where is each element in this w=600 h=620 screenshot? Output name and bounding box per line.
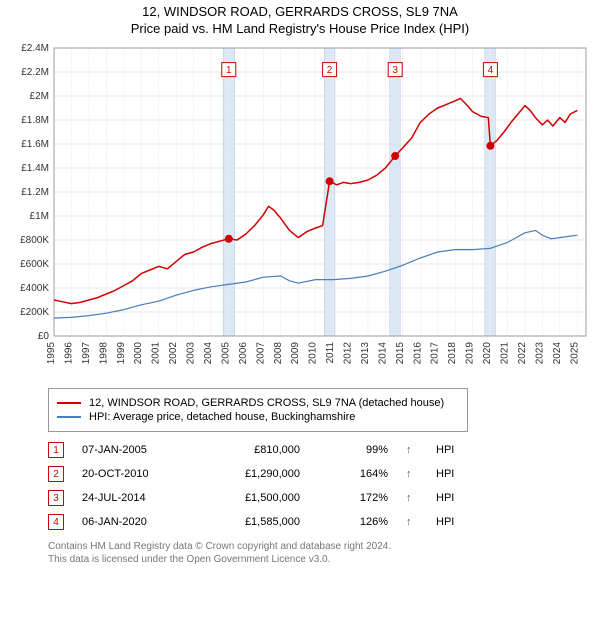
svg-text:2011: 2011 — [325, 342, 336, 364]
svg-text:2022: 2022 — [517, 342, 528, 365]
svg-text:£1.8M: £1.8M — [21, 115, 49, 126]
svg-text:£1.4M: £1.4M — [21, 163, 49, 174]
sale-hpi-label: HPI — [436, 444, 466, 456]
footer-line: This data is licensed under the Open Gov… — [48, 553, 582, 566]
svg-text:2008: 2008 — [273, 342, 284, 365]
svg-text:4: 4 — [488, 65, 494, 76]
svg-text:£0: £0 — [38, 331, 50, 342]
footer-line: Contains HM Land Registry data © Crown c… — [48, 540, 582, 553]
sale-price: £1,500,000 — [200, 492, 300, 504]
legend-swatch — [57, 402, 81, 404]
sale-date: 20-OCT-2010 — [82, 468, 182, 480]
svg-text:2020: 2020 — [482, 342, 493, 365]
legend-item: HPI: Average price, detached house, Buck… — [57, 411, 459, 423]
svg-text:2023: 2023 — [534, 342, 545, 365]
sale-pct: 172% — [318, 492, 388, 504]
svg-text:1996: 1996 — [63, 342, 74, 365]
svg-text:2013: 2013 — [360, 342, 371, 365]
sale-hpi-label: HPI — [436, 468, 466, 480]
svg-text:£1.2M: £1.2M — [21, 187, 49, 198]
svg-text:1995: 1995 — [46, 342, 57, 365]
chart-titles: 12, WINDSOR ROAD, GERRARDS CROSS, SL9 7N… — [8, 4, 592, 36]
sales-table: 1 07-JAN-2005 £810,000 99% ↑ HPI 2 20-OC… — [48, 438, 582, 534]
svg-text:2019: 2019 — [465, 342, 476, 365]
sale-pct: 99% — [318, 444, 388, 456]
svg-text:2007: 2007 — [255, 342, 266, 365]
svg-text:£200K: £200K — [20, 307, 49, 318]
sale-hpi-label: HPI — [436, 492, 466, 504]
chart-svg: £0 £200K £400K £600K £800K £1M £1.2M £1.4M £1.6M… — [8, 42, 592, 380]
sale-price: £1,585,000 — [200, 516, 300, 528]
sale-price: £1,290,000 — [200, 468, 300, 480]
chart-plot: £0 £200K £400K £600K £800K £1M £1.2M £1.4M £1.6M… — [8, 42, 592, 380]
svg-text:2010: 2010 — [308, 342, 319, 365]
sale-number-badge: 1 — [48, 442, 64, 458]
svg-text:2016: 2016 — [412, 342, 423, 365]
svg-text:1997: 1997 — [81, 342, 92, 365]
svg-text:2001: 2001 — [151, 342, 162, 365]
sale-date: 06-JAN-2020 — [82, 516, 182, 528]
svg-text:2012: 2012 — [343, 342, 354, 365]
legend-item: 12, WINDSOR ROAD, GERRARDS CROSS, SL9 7N… — [57, 397, 459, 409]
legend-label: HPI: Average price, detached house, Buck… — [89, 411, 355, 423]
legend: 12, WINDSOR ROAD, GERRARDS CROSS, SL9 7N… — [48, 388, 468, 432]
svg-text:2003: 2003 — [186, 342, 197, 365]
chart-container: 12, WINDSOR ROAD, GERRARDS CROSS, SL9 7N… — [0, 0, 600, 570]
svg-text:2009: 2009 — [290, 342, 301, 365]
svg-text:1: 1 — [226, 65, 232, 76]
sale-number-badge: 2 — [48, 466, 64, 482]
sale-date: 07-JAN-2005 — [82, 444, 182, 456]
svg-text:2021: 2021 — [500, 342, 511, 365]
svg-text:2002: 2002 — [168, 342, 179, 365]
table-row: 3 24-JUL-2014 £1,500,000 172% ↑ HPI — [48, 486, 582, 510]
sale-pct: 164% — [318, 468, 388, 480]
arrow-up-icon: ↑ — [406, 444, 418, 456]
svg-text:2017: 2017 — [430, 342, 441, 365]
title-sub: Price paid vs. HM Land Registry's House … — [8, 21, 592, 36]
svg-text:2: 2 — [327, 65, 333, 76]
svg-text:£800K: £800K — [20, 235, 49, 246]
table-row: 4 06-JAN-2020 £1,585,000 126% ↑ HPI — [48, 510, 582, 534]
svg-text:£2.4M: £2.4M — [21, 43, 49, 54]
table-row: 2 20-OCT-2010 £1,290,000 164% ↑ HPI — [48, 462, 582, 486]
sale-price: £810,000 — [200, 444, 300, 456]
svg-text:1999: 1999 — [116, 342, 127, 365]
svg-text:£2.2M: £2.2M — [21, 67, 49, 78]
svg-text:2014: 2014 — [377, 342, 388, 365]
arrow-up-icon: ↑ — [406, 468, 418, 480]
legend-label: 12, WINDSOR ROAD, GERRARDS CROSS, SL9 7N… — [89, 397, 444, 409]
table-row: 1 07-JAN-2005 £810,000 99% ↑ HPI — [48, 438, 582, 462]
sale-pct: 126% — [318, 516, 388, 528]
svg-text:2015: 2015 — [395, 342, 406, 365]
sale-date: 24-JUL-2014 — [82, 492, 182, 504]
svg-text:2006: 2006 — [238, 342, 249, 365]
svg-text:£1.6M: £1.6M — [21, 139, 49, 150]
title-main: 12, WINDSOR ROAD, GERRARDS CROSS, SL9 7N… — [8, 4, 592, 19]
svg-text:2018: 2018 — [447, 342, 458, 365]
sale-hpi-label: HPI — [436, 516, 466, 528]
svg-text:2000: 2000 — [133, 342, 144, 365]
sale-number-badge: 4 — [48, 514, 64, 530]
svg-text:2025: 2025 — [569, 342, 580, 365]
svg-text:2005: 2005 — [220, 342, 231, 365]
legend-swatch — [57, 416, 81, 418]
svg-text:3: 3 — [392, 65, 398, 76]
svg-text:£600K: £600K — [20, 259, 49, 270]
svg-text:£2M: £2M — [30, 91, 49, 102]
svg-text:2024: 2024 — [552, 342, 563, 365]
arrow-up-icon: ↑ — [406, 492, 418, 504]
svg-text:1998: 1998 — [98, 342, 109, 365]
sale-number-badge: 3 — [48, 490, 64, 506]
svg-text:2004: 2004 — [203, 342, 214, 365]
svg-text:£400K: £400K — [20, 283, 49, 294]
footer-attribution: Contains HM Land Registry data © Crown c… — [48, 540, 582, 566]
svg-text:£1M: £1M — [30, 211, 49, 222]
arrow-up-icon: ↑ — [406, 516, 418, 528]
